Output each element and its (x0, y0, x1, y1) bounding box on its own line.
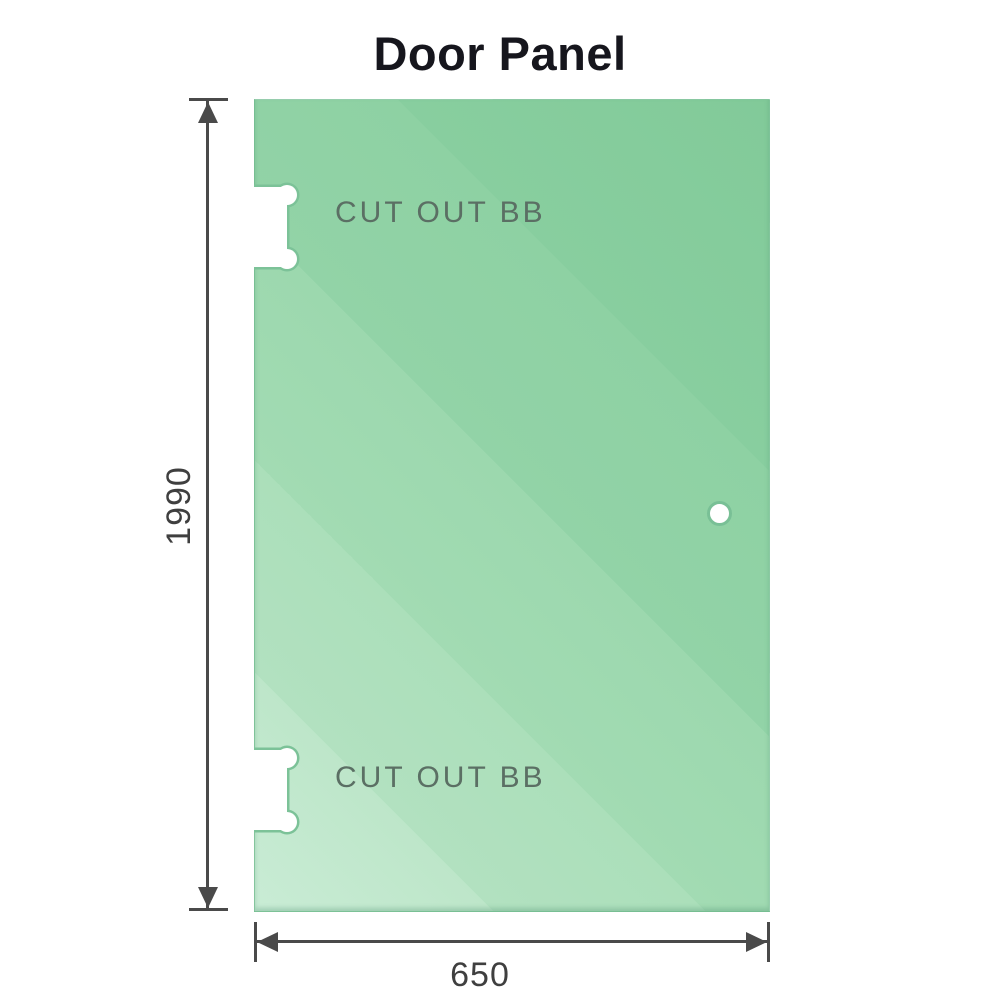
width-dimension-label: 650 (450, 956, 510, 994)
arrow-left-icon (257, 932, 278, 952)
cutout-bottom-label: CUT OUT BB (335, 761, 546, 794)
arrow-down-icon (198, 887, 218, 908)
hinge-cutout-top-icon (254, 182, 300, 272)
height-dimension-tick-bottom (189, 908, 228, 911)
handle-hole-icon (707, 501, 732, 526)
glass-panel: CUT OUT BB CUT OUT BB (254, 99, 770, 912)
arrow-up-icon (198, 102, 218, 123)
width-dimension-tick-right (767, 922, 770, 962)
cutout-top-label: CUT OUT BB (335, 196, 546, 229)
diagram-title: Door Panel (373, 27, 627, 80)
height-dimension-tick-top (189, 98, 228, 101)
height-dimension-label: 1990 (160, 466, 198, 546)
width-dimension-line (255, 940, 769, 943)
height-dimension-line (206, 100, 209, 910)
hinge-cutout-bottom-icon (254, 745, 300, 835)
width-dimension-tick-left (254, 922, 257, 962)
arrow-right-icon (746, 932, 767, 952)
